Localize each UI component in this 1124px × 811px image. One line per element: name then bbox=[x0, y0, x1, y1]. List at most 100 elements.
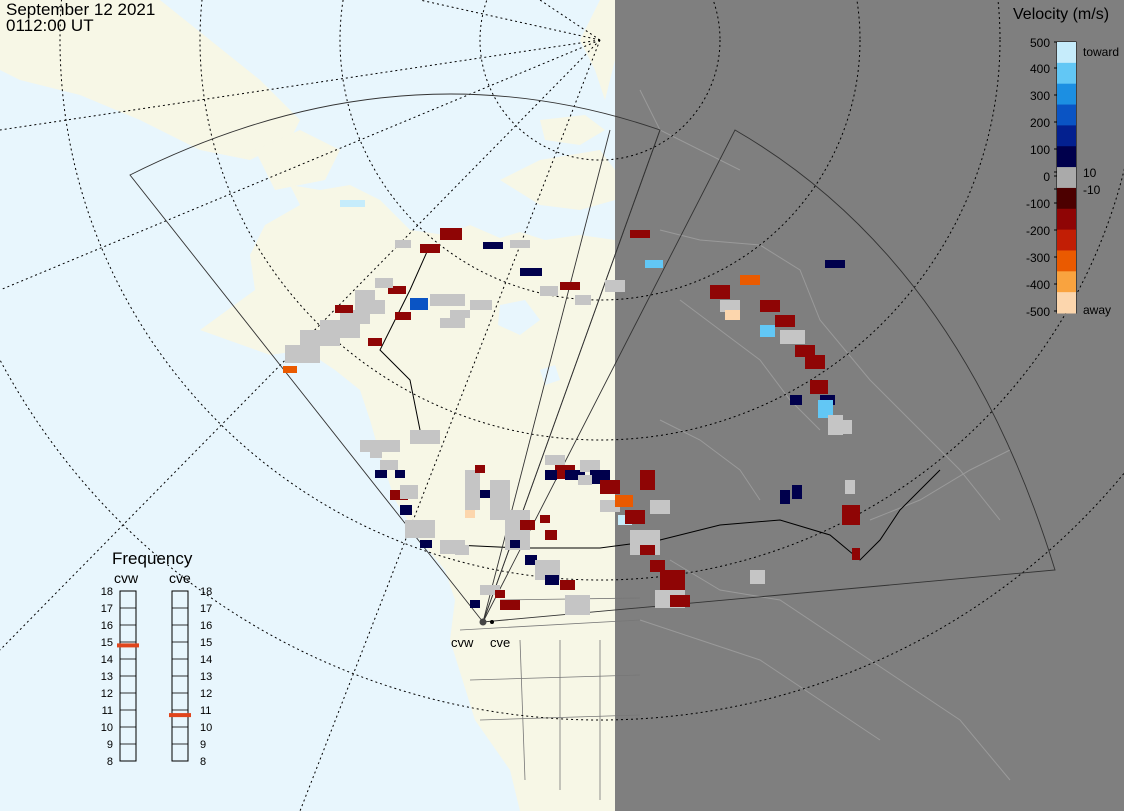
scatter-cell bbox=[560, 580, 575, 590]
colorbar-tick-label: -300 bbox=[1026, 251, 1050, 265]
colorbar-tick-label: -500 bbox=[1026, 305, 1050, 319]
frequency-scale-label: 10 bbox=[200, 722, 212, 734]
colorbar-segment bbox=[1057, 125, 1076, 147]
scatter-cell bbox=[605, 280, 625, 292]
scatter-cell bbox=[440, 318, 465, 328]
colorbar-segment bbox=[1057, 187, 1076, 210]
scatter-cell bbox=[395, 240, 411, 248]
scatter-cell bbox=[375, 470, 387, 478]
scatter-cell bbox=[660, 570, 685, 590]
scatter-cell bbox=[710, 285, 730, 299]
colorbar-segment bbox=[1057, 271, 1076, 293]
scatter-cell bbox=[368, 338, 382, 346]
land-greenland bbox=[580, 0, 615, 100]
scatter-cell bbox=[480, 585, 500, 595]
scatter-cell bbox=[545, 470, 557, 480]
scatter-cell bbox=[540, 515, 550, 523]
map-date: September 12 2021 bbox=[6, 0, 156, 19]
colorbar-segment bbox=[1057, 83, 1076, 106]
scatter-cell bbox=[483, 242, 503, 249]
scatter-cell bbox=[430, 294, 465, 306]
frequency-scale-label: 8 bbox=[200, 756, 206, 768]
scatter-cell bbox=[545, 575, 559, 585]
colorbar-away-label: away bbox=[1083, 303, 1111, 317]
frequency-scale-label: 18 bbox=[101, 586, 113, 598]
land-arctic-islands-2 bbox=[540, 115, 605, 145]
scatter-cell bbox=[825, 260, 845, 268]
scatter-cell bbox=[615, 495, 633, 507]
scatter-cell bbox=[565, 595, 590, 615]
scatter-cell bbox=[390, 490, 408, 500]
scatter-cell bbox=[580, 460, 600, 472]
colorbar-segment bbox=[1057, 292, 1076, 314]
scatter-cell bbox=[395, 470, 405, 478]
night-region bbox=[615, 0, 1124, 811]
radar-label-cve: cve bbox=[490, 635, 510, 650]
frequency-scale-label: 15 bbox=[101, 637, 113, 649]
colorbar-segment bbox=[1057, 62, 1076, 85]
scatter-cell bbox=[525, 555, 537, 565]
colorbar-segment bbox=[1057, 229, 1076, 251]
scatter-cell bbox=[410, 430, 440, 444]
colorbar-tick-label: 10 bbox=[1083, 166, 1097, 180]
scatter-cell bbox=[455, 545, 469, 555]
scatter-cell bbox=[645, 260, 663, 268]
frequency-scale-label: 13 bbox=[101, 671, 113, 683]
scatter-cell bbox=[805, 355, 825, 369]
scatter-cell bbox=[725, 310, 740, 320]
frequency-scale-label: 9 bbox=[200, 739, 206, 751]
map-time: 0112:00 UT bbox=[6, 16, 94, 35]
scatter-cell bbox=[420, 540, 432, 548]
frequency-scale-label: 11 bbox=[200, 705, 211, 717]
colorbar-title: Velocity (m/s) bbox=[1013, 6, 1110, 23]
scatter-cell bbox=[840, 420, 852, 434]
colorbar-segments bbox=[1057, 42, 1076, 314]
scatter-cell bbox=[750, 570, 765, 584]
scatter-cell bbox=[355, 300, 385, 314]
radar-fov bbox=[129, 93, 1056, 623]
scatter-cell bbox=[395, 312, 411, 320]
scatter-cell bbox=[285, 345, 320, 363]
land-alaska-north bbox=[0, 0, 300, 160]
scatter-cell bbox=[520, 520, 535, 530]
scatter-cell bbox=[792, 485, 802, 499]
frequency-radar-label-cvw: cvw bbox=[114, 570, 139, 586]
scatter-cell bbox=[370, 450, 382, 458]
colorbar-tick-label: 400 bbox=[1030, 62, 1050, 76]
scatter-cell bbox=[375, 278, 393, 288]
scatter-cell bbox=[465, 470, 480, 510]
scatter-cell bbox=[283, 366, 297, 373]
scatter-cell bbox=[520, 268, 542, 276]
radar-site-markers bbox=[479, 618, 494, 626]
colorbar-tick-label: 200 bbox=[1030, 116, 1050, 130]
frequency-scale-label: 18 bbox=[200, 586, 212, 598]
colorbar-tick-label: 100 bbox=[1030, 143, 1050, 157]
scatter-cell bbox=[320, 320, 360, 338]
scatter-cell bbox=[650, 500, 670, 514]
scatter-cell bbox=[400, 505, 412, 515]
scatter-cell bbox=[760, 300, 780, 312]
scatter-cell bbox=[410, 298, 428, 310]
scatter-cell bbox=[845, 480, 855, 494]
scatter-cell bbox=[450, 310, 470, 318]
scatter-cell bbox=[740, 275, 760, 285]
frequency-scale-label: 9 bbox=[107, 739, 113, 751]
velocity-colorbar: 500400300200100100-10-100-200-300-400-50… bbox=[1026, 36, 1119, 319]
frequency-title: Frequency bbox=[112, 549, 193, 568]
scatter-cell bbox=[810, 380, 828, 394]
colorbar-segment bbox=[1057, 250, 1076, 272]
frequency-scale-label: 17 bbox=[101, 603, 113, 615]
scatter-cell bbox=[355, 290, 375, 300]
scatter-cell bbox=[560, 282, 580, 290]
scatter-cell bbox=[818, 400, 833, 418]
colorbar-tick-label: 500 bbox=[1030, 36, 1050, 50]
frequency-scale-label: 13 bbox=[200, 671, 212, 683]
scatter-cell bbox=[670, 595, 690, 607]
scatter-cell bbox=[495, 590, 505, 598]
scatter-cell bbox=[775, 315, 795, 327]
scatter-cell bbox=[335, 305, 353, 313]
scatter-cell bbox=[780, 330, 805, 344]
scatter-cell bbox=[630, 230, 650, 238]
border-alaska bbox=[379, 244, 431, 431]
